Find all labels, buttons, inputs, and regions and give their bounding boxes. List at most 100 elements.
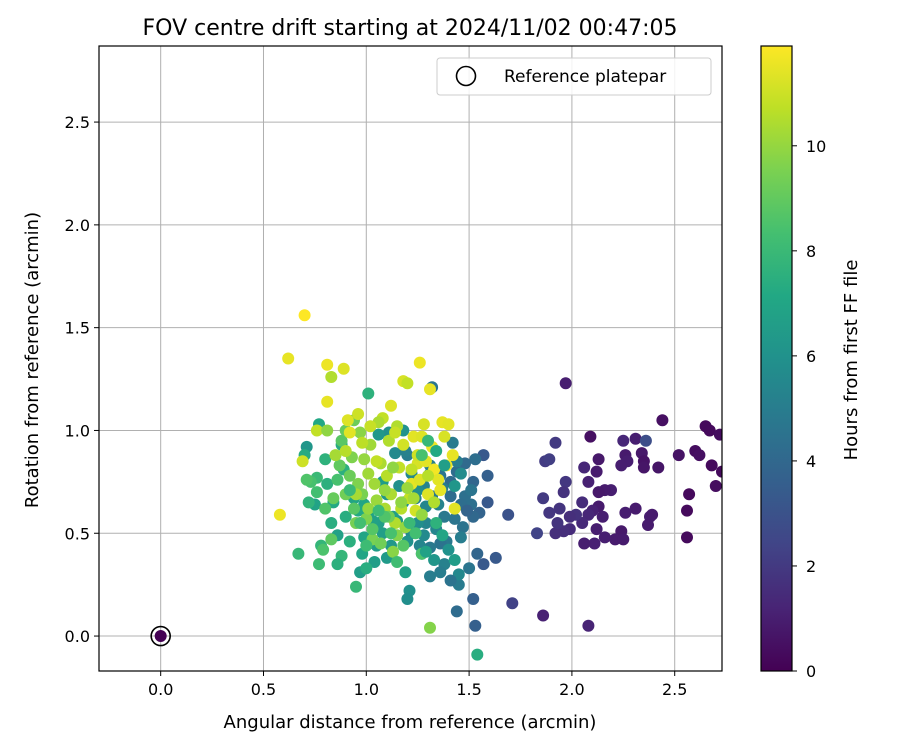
- data-point: [557, 486, 570, 499]
- data-point: [354, 426, 367, 439]
- data-point: [352, 477, 365, 490]
- colorbar-tick-label: 2: [806, 557, 816, 576]
- data-points: [273, 309, 722, 661]
- data-point: [422, 469, 434, 482]
- data-point: [578, 461, 591, 474]
- data-point: [430, 517, 443, 529]
- data-point: [385, 399, 397, 412]
- data-point: [292, 547, 305, 560]
- data-point: [403, 517, 416, 529]
- data-point: [481, 469, 494, 482]
- data-point: [325, 533, 338, 546]
- data-point: [543, 453, 556, 466]
- x-tick-label: 1.5: [456, 680, 481, 699]
- data-point: [444, 490, 457, 503]
- data-point: [387, 461, 399, 474]
- data-point: [337, 362, 350, 375]
- data-point: [343, 535, 356, 548]
- legend: Reference platepar: [436, 57, 712, 96]
- data-point: [387, 545, 399, 558]
- data-point: [448, 554, 461, 566]
- x-tick-label: 0.0: [148, 680, 173, 699]
- plot-frame: [98, 45, 723, 672]
- x-axis-label: Angular distance from reference (arcmin): [224, 712, 597, 733]
- data-point: [430, 445, 443, 457]
- data-point: [578, 537, 591, 550]
- data-point: [489, 551, 502, 564]
- data-point: [629, 432, 642, 445]
- data-point: [584, 430, 597, 443]
- data-point: [590, 465, 603, 478]
- x-tick-label: 2.0: [559, 680, 584, 699]
- data-point: [656, 414, 669, 427]
- data-point: [576, 496, 589, 509]
- data-point: [502, 508, 515, 521]
- data-point: [343, 469, 356, 482]
- data-point: [374, 537, 387, 550]
- data-point: [424, 621, 436, 634]
- data-point: [321, 395, 334, 408]
- x-tick-label: 2.5: [662, 680, 687, 699]
- data-point: [438, 459, 451, 472]
- x-axis-ticks: 0.0 0.5 1.0 1.5 2.0 2.5: [148, 671, 687, 699]
- data-point: [543, 506, 556, 519]
- data-point: [282, 352, 295, 365]
- data-point: [343, 484, 356, 497]
- y-tick-label: 0.0: [65, 627, 90, 646]
- data-point: [582, 508, 595, 521]
- data-point: [446, 449, 459, 462]
- data-point: [401, 593, 414, 605]
- data-point: [424, 570, 436, 583]
- data-point: [302, 496, 315, 509]
- data-point: [681, 531, 693, 544]
- colorbar-tick-label: 0: [806, 662, 816, 681]
- data-point: [310, 486, 323, 499]
- legend-box: [436, 57, 712, 96]
- data-point: [321, 358, 334, 371]
- data-point: [370, 455, 383, 468]
- data-point: [716, 465, 722, 478]
- reference-point-ring: [150, 625, 171, 647]
- data-point: [683, 488, 696, 501]
- data-point: [407, 430, 420, 443]
- data-point: [442, 543, 455, 556]
- data-point: [681, 504, 693, 517]
- data-point: [339, 510, 352, 523]
- data-point: [551, 517, 564, 529]
- data-point: [415, 449, 428, 462]
- data-point: [506, 597, 519, 610]
- data-point: [422, 434, 434, 447]
- data-point: [348, 502, 360, 515]
- data-point: [325, 517, 338, 529]
- legend-marker-icon: [455, 65, 477, 87]
- data-point: [448, 512, 461, 525]
- data-point: [370, 494, 383, 507]
- data-point: [397, 438, 410, 451]
- data-point: [395, 496, 408, 509]
- data-point: [339, 445, 352, 457]
- data-point: [335, 434, 348, 447]
- data-point: [360, 539, 373, 552]
- data-point: [321, 424, 334, 437]
- data-point: [467, 593, 480, 605]
- data-point: [352, 408, 365, 420]
- chart-title: FOV centre drift starting at 2024/11/02 …: [143, 16, 678, 41]
- data-point: [549, 527, 562, 540]
- data-point: [471, 648, 484, 661]
- data-point: [364, 420, 377, 433]
- data-point: [446, 436, 459, 449]
- data-point: [481, 496, 494, 509]
- data-point: [343, 426, 356, 439]
- data-point: [432, 473, 445, 486]
- data-point: [399, 566, 412, 579]
- data-point: [300, 473, 313, 486]
- data-point: [422, 488, 434, 501]
- grid-lines: [99, 46, 722, 671]
- data-point: [438, 510, 451, 523]
- data-point: [362, 467, 375, 480]
- data-point: [709, 480, 722, 492]
- data-point: [452, 568, 465, 581]
- data-point: [549, 436, 562, 449]
